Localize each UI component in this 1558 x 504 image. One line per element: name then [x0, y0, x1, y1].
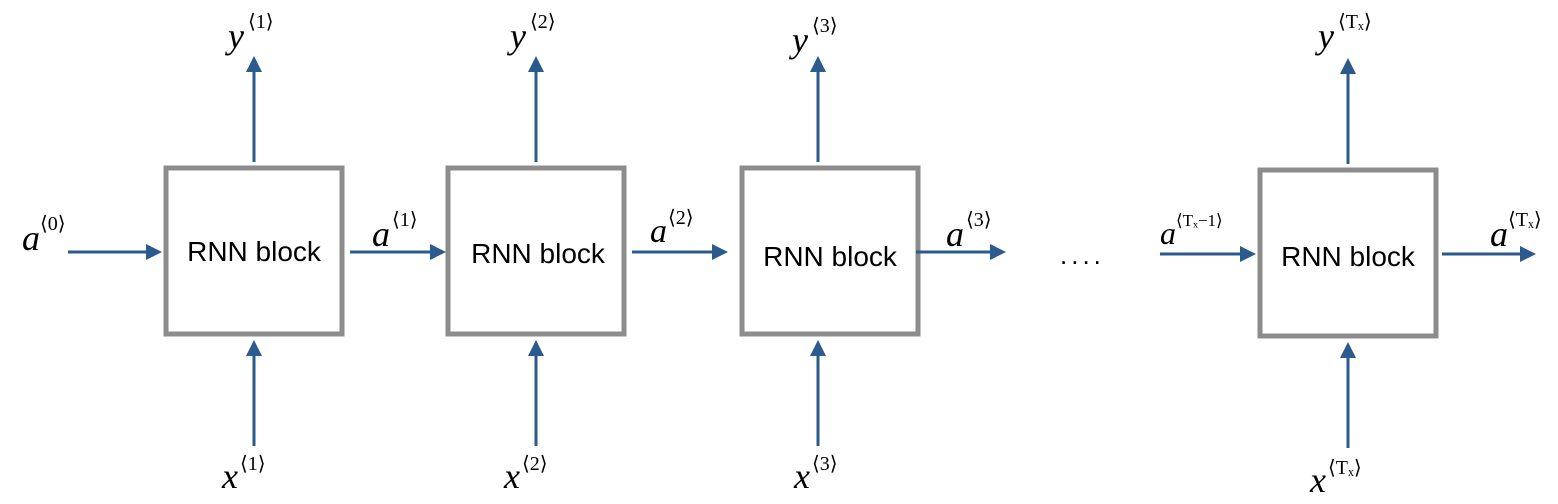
hidden-arrowhead-2-3 [712, 244, 728, 260]
rnn-block-1: RNN block [163, 165, 345, 337]
input-label-tx-sup: ⟨Tₓ⟩ [1328, 457, 1362, 479]
rnn-block-3-label: RNN block [763, 241, 898, 272]
output-label-3: y ⟨3⟩ [789, 15, 838, 60]
input-label-3: x ⟨3⟩ [793, 453, 838, 496]
output-arrowhead-3 [810, 56, 826, 72]
output-label-tx-var: y [1315, 16, 1334, 56]
input-label-2: x ⟨2⟩ [503, 453, 548, 496]
input-label-1: x ⟨1⟩ [221, 453, 266, 496]
hidden-label-1-var: a [372, 214, 390, 254]
hidden-label-0: a ⟨0⟩ [22, 213, 66, 258]
input-label-1-var: x [221, 456, 238, 496]
rnn-block-2-box [445, 165, 627, 337]
input-label-tx: x ⟨Tₓ⟩ [1309, 457, 1362, 500]
output-label-1-sup: ⟨1⟩ [248, 11, 274, 33]
hidden-label-2: a ⟨2⟩ [650, 207, 694, 250]
hidden-label-3: a ⟨3⟩ [946, 209, 992, 254]
rnn-block-3: RNN block [739, 165, 921, 337]
input-label-tx-var: x [1309, 460, 1326, 500]
output-label-3-sup: ⟨3⟩ [812, 15, 838, 37]
hidden-label-2-var: a [650, 213, 667, 250]
input-label-1-sup: ⟨1⟩ [240, 453, 266, 475]
rnn-block-2: RNN block [445, 165, 627, 337]
rnn-block-2-label: RNN block [471, 238, 606, 269]
input-label-3-sup: ⟨3⟩ [812, 453, 838, 475]
output-label-3-var: y [789, 20, 808, 60]
output-arrowhead-1 [246, 56, 262, 72]
hidden-label-3-sup: ⟨3⟩ [966, 209, 992, 231]
hidden-label-1-sup: ⟨1⟩ [392, 209, 418, 231]
hidden-label-tx: a ⟨Tₓ⟩ [1490, 209, 1542, 254]
ellipsis: .... [1060, 240, 1105, 270]
output-label-tx: y ⟨Tₓ⟩ [1315, 11, 1372, 56]
hidden-label-0-sup: ⟨0⟩ [40, 213, 66, 235]
rnn-block-1-box [163, 165, 345, 337]
hidden-arrowhead-tx-out [1520, 246, 1536, 262]
hidden-label-0-var: a [22, 218, 40, 258]
hidden-label-tx-sup: ⟨Tₓ⟩ [1508, 209, 1542, 231]
output-label-2-var: y [507, 16, 526, 56]
hidden-label-1: a ⟨1⟩ [372, 209, 418, 254]
input-arrowhead-2 [528, 340, 544, 356]
output-label-1-var: y [225, 16, 244, 56]
output-label-2-sup: ⟨2⟩ [530, 11, 556, 33]
hidden-label-tx-minus-1-var: a [1160, 215, 1176, 251]
input-label-3-var: x [793, 456, 810, 496]
rnn-block-1-label: RNN block [187, 236, 322, 267]
initial-state-arrowhead [146, 244, 162, 260]
input-arrowhead-1 [246, 340, 262, 356]
hidden-arrowhead-3-out [990, 244, 1006, 260]
hidden-arrowhead-1-2 [430, 244, 446, 260]
hidden-label-tx-minus-1: a ⟨Tₓ−1⟩ [1160, 211, 1223, 251]
rnn-block-tx: RNN block [1257, 167, 1439, 339]
input-arrowhead-3 [810, 340, 826, 356]
input-label-2-var: x [503, 456, 520, 496]
output-arrowhead-tx [1340, 58, 1356, 74]
input-label-2-sup: ⟨2⟩ [522, 453, 548, 475]
output-label-tx-sup: ⟨Tₓ⟩ [1338, 11, 1372, 33]
output-label-2: y ⟨2⟩ [507, 11, 556, 56]
rnn-block-tx-label: RNN block [1281, 241, 1416, 272]
hidden-label-tx-minus-1-sup: ⟨Tₓ−1⟩ [1176, 211, 1223, 230]
output-arrowhead-2 [528, 56, 544, 72]
output-label-1: y ⟨1⟩ [225, 11, 274, 56]
input-arrowhead-tx [1340, 342, 1356, 358]
rnn-block-tx-box [1257, 167, 1439, 339]
hidden-arrowhead-into-tx [1240, 246, 1256, 262]
hidden-label-tx-var: a [1490, 214, 1508, 254]
hidden-label-3-var: a [946, 214, 964, 254]
hidden-label-2-sup: ⟨2⟩ [668, 207, 694, 229]
